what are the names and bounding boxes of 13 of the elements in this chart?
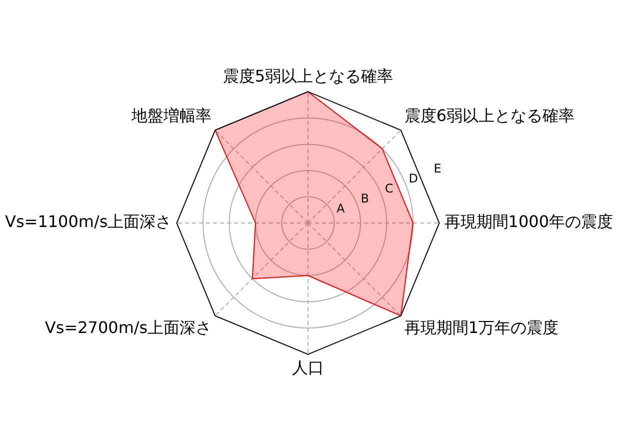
y-tick-label: A [336, 202, 346, 216]
spoke-label: Vs=2700m/s上面深さ [44, 318, 212, 338]
spoke-label: 地盤増幅率 [130, 106, 212, 126]
y-tick-label: C [384, 182, 394, 196]
spoke-label: 震度5弱以上となる確率 [222, 66, 394, 86]
y-tick-label: D [408, 171, 418, 186]
spoke-label: 震度6弱以上となる確率 [404, 106, 575, 126]
spoke-label: Vs=1100m/s上面深さ [5, 212, 172, 232]
spoke-label: 再現期間1000年の震度 [444, 212, 613, 232]
spoke-label: 人口 [292, 358, 324, 378]
y-tick-label: B [360, 192, 369, 206]
y-tick-label: E [434, 161, 442, 176]
spoke-label: 再現期間1万年の震度 [404, 318, 559, 338]
